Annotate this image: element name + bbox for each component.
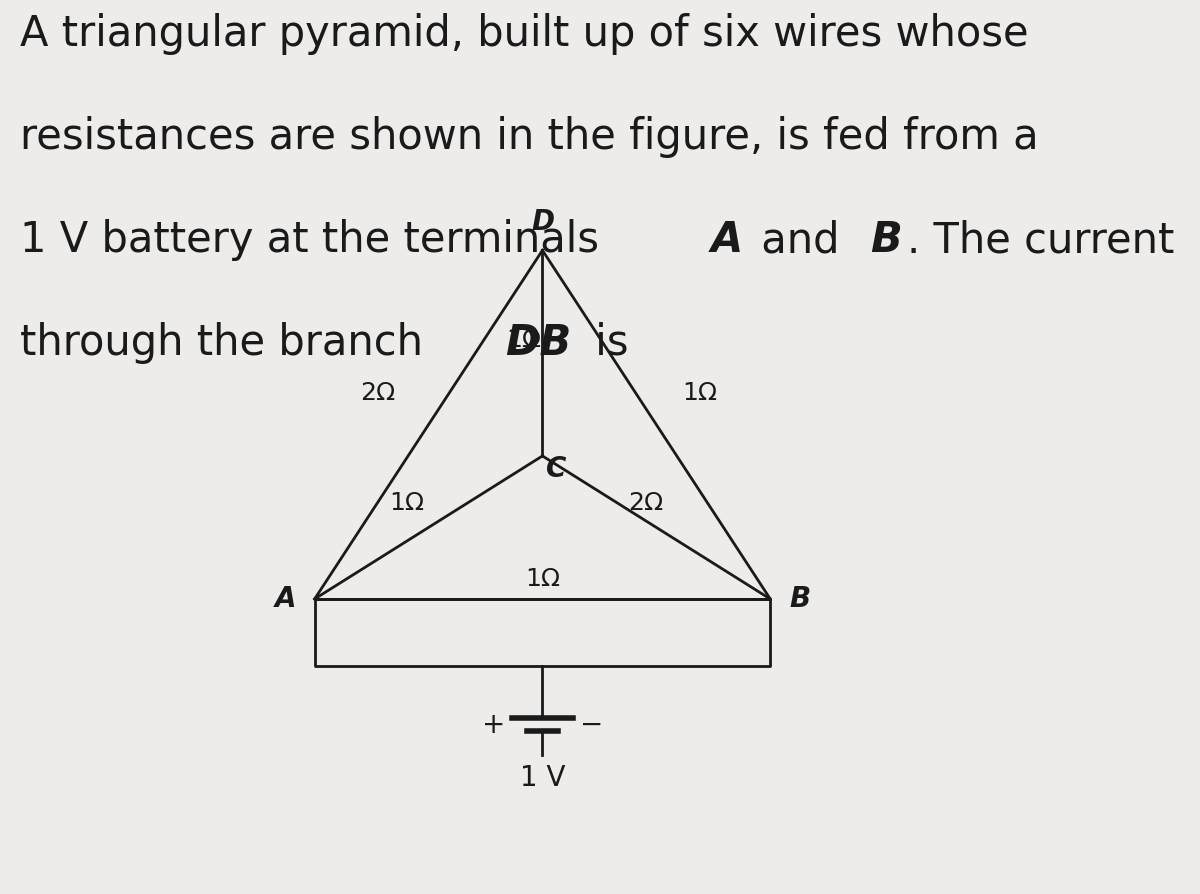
Text: 1Ω: 1Ω xyxy=(524,568,560,591)
Text: is: is xyxy=(582,322,629,364)
Text: 1 V battery at the terminals: 1 V battery at the terminals xyxy=(19,219,612,261)
Text: 2Ω: 2Ω xyxy=(628,492,664,515)
Text: +: + xyxy=(482,711,505,739)
Text: C: C xyxy=(546,455,566,484)
Text: A: A xyxy=(275,585,296,613)
Text: 1Ω: 1Ω xyxy=(389,492,425,515)
Text: through the branch: through the branch xyxy=(19,322,436,364)
Text: 1 V: 1 V xyxy=(520,763,565,792)
Text: B: B xyxy=(870,219,902,261)
Text: −: − xyxy=(580,711,602,739)
Text: DB: DB xyxy=(505,322,571,364)
Text: A triangular pyramid, built up of six wires whose: A triangular pyramid, built up of six wi… xyxy=(19,13,1028,55)
Text: D: D xyxy=(530,207,554,236)
Text: B: B xyxy=(788,585,810,613)
Text: 2Ω: 2Ω xyxy=(360,382,395,405)
Text: and: and xyxy=(748,219,853,261)
Text: 1Ω: 1Ω xyxy=(682,382,718,405)
Text: resistances are shown in the figure, is fed from a: resistances are shown in the figure, is … xyxy=(19,116,1038,158)
Text: 1Ω: 1Ω xyxy=(506,328,541,351)
Text: . The current: . The current xyxy=(907,219,1175,261)
Text: A: A xyxy=(710,219,743,261)
